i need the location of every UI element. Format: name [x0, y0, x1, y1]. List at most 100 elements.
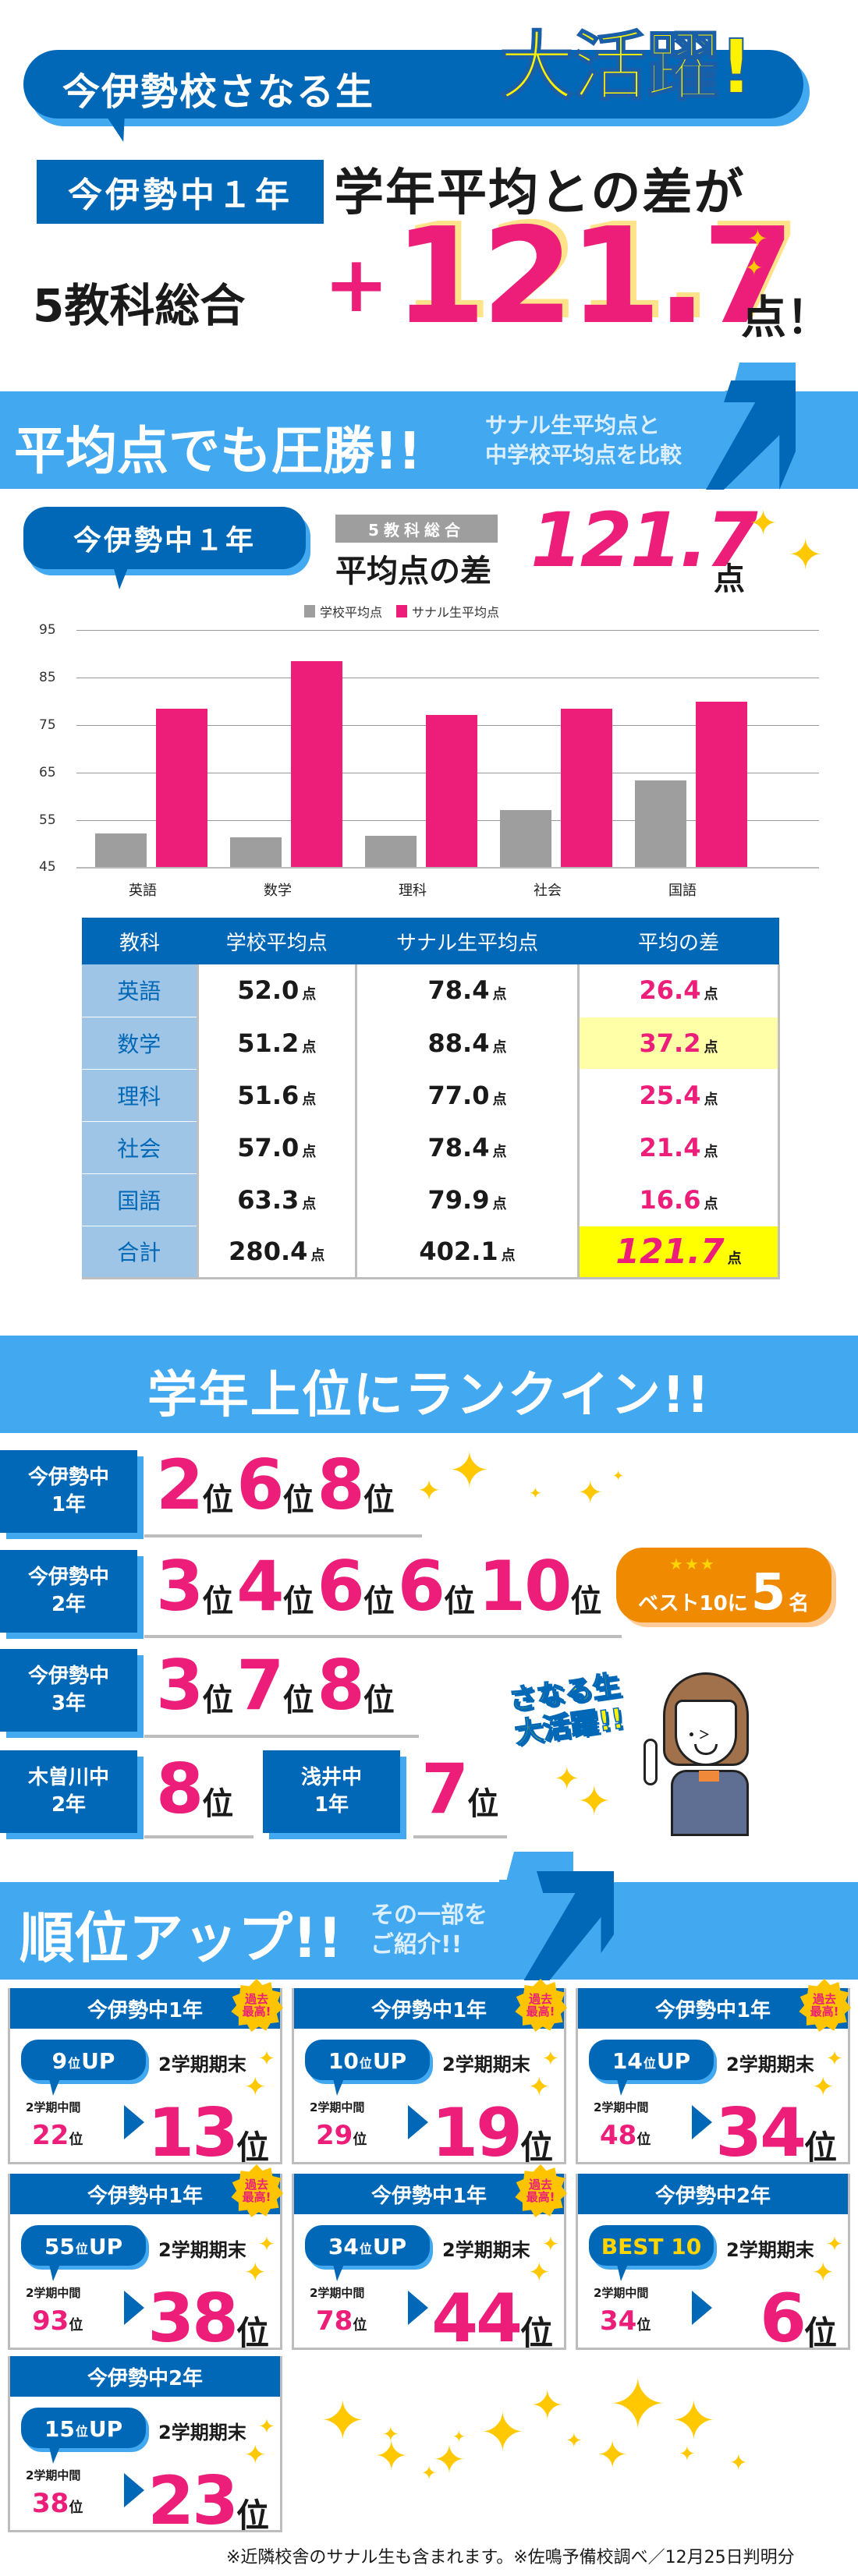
sparkle-icon: ✦ [826, 2047, 843, 2071]
rankup-card: 今伊勢中1年 過去 最高! 34 位 UP 2学期期末 2学期中間 78 位 44 位 ✦… [292, 2164, 567, 2352]
final-rank: 23 位 [147, 2462, 269, 2540]
score-comparison-table: 教科 学校平均点 サナル生平均点 平均の差 英語 52.0 点 78.4 点 26.… [82, 918, 781, 1279]
midterm-rank: 34 位 [600, 2305, 651, 2337]
rank-up-bubble: 9 位 UP [21, 2040, 146, 2080]
bar-sanaru-average [561, 708, 612, 867]
midterm-label: 2学期中間 [310, 2100, 365, 2114]
hero-score-difference: 121.7 [394, 200, 795, 354]
rankup-card: 今伊勢中1年 過去 最高! 9 位 UP 2学期期末 2学期中間 22 位 13 位 ✦ … [8, 1979, 283, 2167]
hero-unit: 点！ [741, 291, 832, 344]
divider [144, 1635, 622, 1638]
difference-label: 平均点の差 [335, 554, 491, 589]
section-subtitle-1: その一部を [370, 1902, 488, 1929]
school-average-cell: 51.6 点 [197, 1069, 358, 1122]
sparkle-icon: ✦ [244, 2440, 267, 2471]
sparkle-icon: ✦ [421, 2462, 438, 2484]
sanaru-average-cell: 78.4 点 [356, 1121, 580, 1174]
midterm-rank: 22 位 [32, 2120, 83, 2151]
sparkle-icon: ✦ [745, 255, 764, 281]
hero-grade-tag: 今伊勢中１年 [37, 160, 324, 224]
y-tick: 85 [39, 670, 56, 685]
table-row-total: 合計 280.4 点 402.1 点 121.7 点 [82, 1226, 781, 1279]
midterm-label: 2学期中間 [594, 2286, 649, 2300]
rank-up-bubble: 34 位 UP [305, 2225, 430, 2266]
sparkle-icon: ✦ [747, 224, 768, 253]
sparkle-icon: ✦ [258, 2233, 275, 2256]
sanaru-average-cell: 79.9 点 [356, 1173, 580, 1226]
hero-highlight: 大活躍! [498, 23, 754, 111]
arrow-right-icon [124, 2291, 144, 2325]
difference-cell: 16.6 点 [578, 1173, 781, 1226]
final-term-label: 2学期期末 [158, 2239, 246, 2261]
sparkle-icon: ✦ [480, 2401, 526, 2465]
arrow-right-icon [124, 2473, 144, 2507]
school-average-cell: 63.3 点 [197, 1173, 358, 1226]
bubble-tail [49, 2447, 60, 2464]
final-rank: 19 位 [431, 2094, 553, 2172]
arrow-right-icon [692, 2291, 712, 2325]
callout-text: さなる生 大活躍!! [506, 1669, 626, 1751]
subject-cell: 合計 [82, 1226, 199, 1279]
table-row: 数学 51.2 点 88.4 点 37.2 点 [82, 1017, 781, 1070]
rankup-card: 今伊勢中1年 過去 最高! 14 位 UP 2学期期末 2学期中間 48 位 34 位 ✦… [576, 1979, 851, 2167]
y-tick: 75 [39, 717, 56, 733]
midterm-rank: 29 位 [316, 2120, 367, 2151]
section-subtitle-2: 中学校平均点を比較 [485, 442, 682, 468]
x-label: 数学 [264, 883, 292, 899]
rankup-card: 今伊勢中2年 15 位 UP 2学期期末 2学期中間 38 位 23 位 ✦ ✦ [8, 2356, 282, 2540]
column-header-subject: 教科 [82, 918, 197, 964]
sparkle-icon: ✦ [612, 1468, 625, 1484]
midterm-label: 2学期中間 [310, 2286, 365, 2300]
divider [413, 1835, 507, 1838]
sparkle-icon: ✦ [749, 504, 778, 543]
bubble-tail [49, 2079, 60, 2096]
bar-school-average [635, 780, 686, 867]
rank-up-bubble: 55 位 UP [21, 2225, 146, 2266]
sparkle-icon: ✦ [452, 2427, 466, 2446]
footnote: ※近隣校舎のサナル生も含まれます。※佐鳴予備校調べ／12月25日判明分 [226, 2548, 795, 2567]
y-tick: 65 [39, 765, 56, 780]
column-header-school: 学校平均点 [197, 918, 356, 964]
average-difference-value: 121.7 [530, 497, 758, 584]
bar-school-average [500, 810, 551, 867]
stars-icon: ★★★ [669, 1554, 716, 1573]
hero-headline: 学年平均との差が [334, 165, 746, 222]
divider [144, 1835, 254, 1838]
rank-up-bubble: 15 位 UP [21, 2408, 146, 2448]
sparkle-icon: ✦ [788, 530, 824, 579]
hero-subject-label: 5教科総合 [33, 279, 246, 332]
subject-cell: 社会 [82, 1121, 199, 1174]
hero-plus-sign: + [324, 239, 389, 330]
pointing-finger [644, 1739, 658, 1785]
sparkle-icon: ✦ [530, 2383, 565, 2429]
bar-school-average [95, 833, 147, 867]
table-row: 理科 51.6 点 77.0 点 25.4 点 [82, 1069, 781, 1122]
school-tag: 浅井中 1年 [263, 1750, 400, 1833]
table-header-row: 教科 学校平均点 サナル生平均点 平均の差 [82, 918, 779, 964]
school-average-cell: 51.2 点 [197, 1017, 358, 1070]
bubble-tail [49, 2264, 60, 2281]
rankup-card: 今伊勢中1年 過去 最高! 55 位 UP 2学期期末 2学期中間 93 位 38 位 ✦… [8, 2164, 283, 2352]
sanaru-average-cell: 88.4 点 [356, 1017, 580, 1070]
school-tag: 今伊勢中 2年 [0, 1550, 137, 1633]
column-header-difference: 平均の差 [578, 918, 779, 964]
subject-cell: 理科 [82, 1069, 199, 1122]
difference-cell: 21.4 点 [578, 1121, 781, 1174]
bar-chart: 学校平均点 サナル生平均点 95 85 75 65 55 45 英語 数学 理科… [39, 593, 819, 904]
hero-title: 今伊勢校さなる生 [62, 70, 375, 114]
section-subtitle-1: サナル生平均点と [485, 412, 661, 438]
school-tag: 今伊勢中 1年 [0, 1450, 137, 1533]
bar-sanaru-average [696, 701, 747, 867]
x-label: 社会 [534, 883, 562, 899]
legend-sanaru: サナル生平均点 [396, 602, 499, 621]
difference-total-cell: 121.7 点 [578, 1226, 781, 1279]
x-label: 理科 [399, 883, 427, 899]
grade-bubble: 今伊勢中１年 [23, 507, 306, 569]
sparkle-icon: ✦ [258, 2047, 275, 2071]
bubble-tail [113, 566, 129, 589]
card-header: 今伊勢中2年 [10, 2356, 280, 2397]
final-term-label: 2学期期末 [726, 2054, 814, 2075]
